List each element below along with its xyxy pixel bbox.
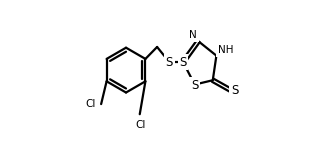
Text: S: S bbox=[231, 84, 238, 97]
Text: NH: NH bbox=[218, 45, 233, 55]
Text: Cl: Cl bbox=[135, 120, 146, 130]
Text: S: S bbox=[191, 79, 198, 92]
Text: S: S bbox=[166, 56, 173, 69]
Text: Cl: Cl bbox=[86, 99, 96, 109]
Text: S: S bbox=[179, 56, 186, 69]
Text: N: N bbox=[189, 31, 197, 40]
